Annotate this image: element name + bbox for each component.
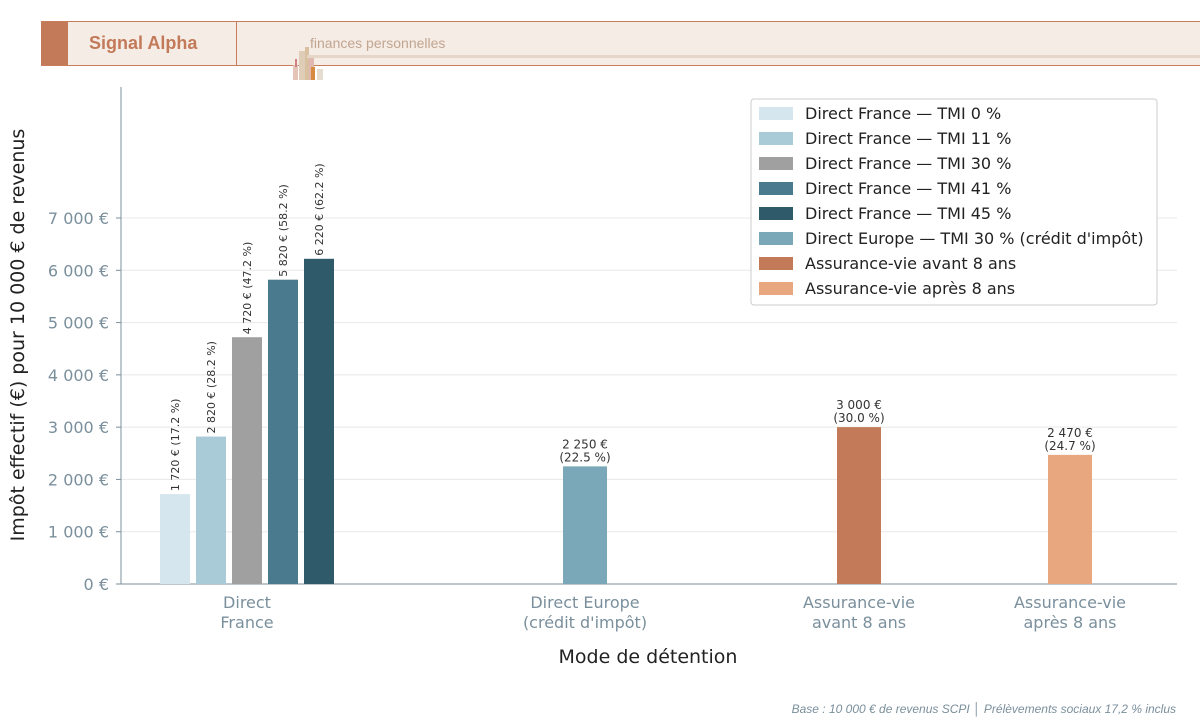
- legend-swatch: [759, 182, 793, 195]
- bar: [268, 279, 298, 584]
- y-tick-label: 5 000 €: [48, 314, 109, 333]
- bar: [563, 466, 607, 584]
- y-tick-label: 4 000 €: [48, 366, 109, 385]
- legend-label: Direct France — TMI 45 %: [805, 204, 1011, 223]
- bar: [837, 427, 881, 584]
- legend-label: Direct Europe — TMI 30 % (crédit d'impôt…: [805, 229, 1144, 248]
- x-axis-title: Mode de détention: [559, 646, 738, 668]
- y-axis-title: Impôt effectif (€) pour 10 000 € de reve…: [7, 129, 29, 542]
- legend-swatch: [759, 207, 793, 220]
- legend-swatch: [759, 107, 793, 120]
- header-divider: [236, 22, 237, 65]
- x-tick-label: après 8 ans: [1024, 613, 1117, 632]
- data-label: 4 720 € (47.2 %): [241, 242, 254, 335]
- x-tick-label: avant 8 ans: [812, 613, 906, 632]
- bar: [1048, 454, 1092, 584]
- legend-label: Direct France — TMI 0 %: [805, 104, 1001, 123]
- legend-swatch: [759, 157, 793, 170]
- logo-bars-icon: [293, 47, 323, 80]
- brand-name: Signal Alpha: [89, 33, 198, 53]
- legend-label: Assurance-vie avant 8 ans: [805, 254, 1016, 273]
- legend-swatch: [759, 232, 793, 245]
- legend-swatch: [759, 257, 793, 270]
- footer-note: Base : 10 000 € de revenus SCPI │ Prélèv…: [791, 702, 1176, 716]
- x-tick-label: Direct: [223, 593, 271, 612]
- y-tick-label: 3 000 €: [48, 418, 109, 437]
- x-tick-label: France: [220, 613, 273, 632]
- data-label: 3 000 €: [836, 398, 882, 412]
- bar: [196, 436, 226, 584]
- data-label: 2 470 €: [1047, 426, 1093, 440]
- legend-label: Direct France — TMI 11 %: [805, 129, 1011, 148]
- x-tick-label: Assurance-vie: [1014, 593, 1126, 612]
- brand-block: [41, 22, 68, 65]
- data-label: 5 820 € (58.2 %): [277, 184, 290, 277]
- data-label: (30.0 %): [833, 411, 884, 425]
- y-tick-label: 6 000 €: [48, 261, 109, 280]
- bar: [304, 258, 334, 584]
- x-tick-label: Direct Europe: [530, 593, 639, 612]
- legend-box: [750, 98, 1158, 306]
- data-label: 1 720 € (17.2 %): [169, 399, 182, 492]
- legend-label: Assurance-vie après 8 ans: [805, 279, 1015, 298]
- y-tick-label: 1 000 €: [48, 523, 109, 542]
- data-label: 2 250 €: [562, 437, 608, 451]
- bar: [232, 337, 262, 584]
- header-subtitle: finances personnelles: [310, 35, 446, 51]
- header-underline: [307, 55, 1200, 58]
- data-label: 2 820 € (28.2 %): [205, 341, 218, 434]
- data-label: (22.5 %): [559, 450, 610, 464]
- legend-label: Direct France — TMI 30 %: [805, 154, 1011, 173]
- data-label: (24.7 %): [1044, 439, 1095, 453]
- app-header: Signal Alpha finances personnelles: [41, 21, 1200, 80]
- x-tick-label: Assurance-vie: [803, 593, 915, 612]
- legend-swatch: [759, 282, 793, 295]
- legend-swatch: [759, 132, 793, 145]
- x-tick-label: (crédit d'impôt): [523, 613, 647, 632]
- y-tick-label: 7 000 €: [48, 209, 109, 228]
- y-tick-label: 0 €: [84, 575, 109, 594]
- y-tick-label: 2 000 €: [48, 470, 109, 489]
- data-label: 6 220 € (62.2 %): [313, 163, 326, 256]
- bar: [160, 494, 190, 584]
- legend-label: Direct France — TMI 41 %: [805, 179, 1011, 198]
